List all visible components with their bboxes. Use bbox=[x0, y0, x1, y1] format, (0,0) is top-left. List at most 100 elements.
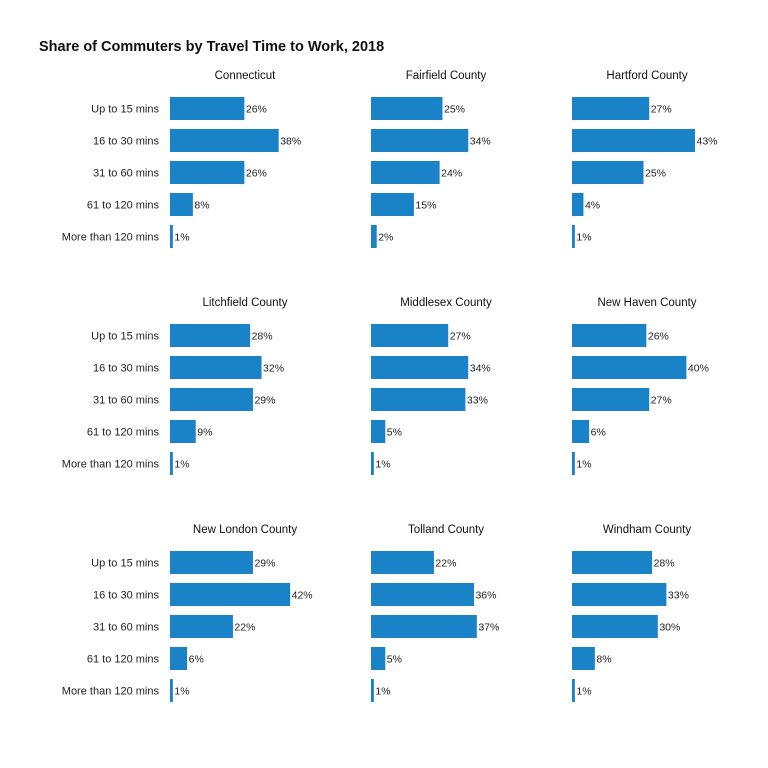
bar bbox=[371, 129, 469, 152]
bar bbox=[572, 97, 650, 120]
panel-hartford-county: Hartford County 27% 43% 25% 4% 1% bbox=[572, 70, 718, 248]
bar bbox=[170, 388, 253, 411]
bar bbox=[170, 452, 173, 475]
value-label: 40% bbox=[688, 363, 709, 375]
panel-litchfield-county: Litchfield County Up to 15 mins 28% 16 to 3… bbox=[62, 297, 288, 475]
bar bbox=[371, 388, 466, 411]
value-label: 1% bbox=[174, 686, 189, 698]
panel-title: Connecticut bbox=[215, 70, 277, 82]
panel-connecticut: Connecticut Up to 15 mins 26% 16 to 30 mins… bbox=[62, 70, 301, 248]
panel-title: Tolland County bbox=[408, 524, 484, 536]
category-label: 61 to 120 mins bbox=[87, 427, 160, 439]
value-label: 26% bbox=[246, 104, 267, 116]
panel-new-london-county: New London County Up to 15 mins 29% 16 to 3… bbox=[62, 524, 313, 702]
value-label: 25% bbox=[645, 168, 666, 180]
bar bbox=[371, 324, 449, 347]
bar bbox=[371, 452, 374, 475]
chart-title: Share of Commuters by Travel Time to Wor… bbox=[39, 39, 384, 55]
bar bbox=[371, 420, 386, 443]
value-label: 34% bbox=[470, 136, 491, 148]
bar bbox=[371, 647, 386, 670]
value-label: 30% bbox=[659, 622, 680, 634]
bar bbox=[572, 452, 575, 475]
value-label: 1% bbox=[375, 459, 390, 471]
value-label: 24% bbox=[441, 168, 462, 180]
panel-tolland-county: Tolland County 22% 36% 37% 5% 1% bbox=[371, 524, 499, 702]
value-label: 29% bbox=[254, 395, 275, 407]
bar bbox=[170, 193, 193, 216]
value-label: 6% bbox=[591, 427, 606, 439]
value-label: 26% bbox=[246, 168, 267, 180]
bar bbox=[572, 356, 687, 379]
bar bbox=[572, 647, 595, 670]
value-label: 38% bbox=[280, 136, 301, 148]
value-label: 36% bbox=[475, 590, 496, 602]
value-label: 34% bbox=[470, 363, 491, 375]
bar bbox=[170, 420, 196, 443]
category-label: 16 to 30 mins bbox=[93, 590, 160, 602]
value-label: 28% bbox=[654, 558, 675, 570]
bar bbox=[170, 356, 262, 379]
bar bbox=[572, 679, 575, 702]
bar bbox=[170, 161, 245, 184]
bar bbox=[170, 225, 173, 248]
bar bbox=[371, 356, 469, 379]
category-label: 16 to 30 mins bbox=[93, 363, 160, 375]
bar bbox=[371, 551, 434, 574]
value-label: 42% bbox=[292, 590, 313, 602]
value-label: 15% bbox=[415, 200, 436, 212]
value-label: 37% bbox=[478, 622, 499, 634]
category-label: Up to 15 mins bbox=[91, 331, 159, 343]
bar bbox=[371, 583, 474, 606]
bar bbox=[170, 615, 233, 638]
panel-title: Middlesex County bbox=[400, 297, 492, 309]
value-label: 27% bbox=[450, 331, 471, 343]
value-label: 8% bbox=[596, 654, 611, 666]
value-label: 6% bbox=[189, 654, 204, 666]
chart-panels: Connecticut Up to 15 mins 26% 16 to 30 mins… bbox=[62, 70, 718, 702]
value-label: 1% bbox=[576, 686, 591, 698]
panel-windham-county: Windham County 28% 33% 30% 8% 1% bbox=[572, 524, 691, 702]
value-label: 25% bbox=[444, 104, 465, 116]
bar bbox=[572, 129, 695, 152]
panel-title: Windham County bbox=[603, 524, 691, 536]
value-label: 32% bbox=[263, 363, 284, 375]
bar bbox=[371, 193, 414, 216]
bar bbox=[371, 615, 477, 638]
value-label: 33% bbox=[467, 395, 488, 407]
bar bbox=[572, 225, 575, 248]
value-label: 8% bbox=[194, 200, 209, 212]
value-label: 1% bbox=[576, 459, 591, 471]
bar bbox=[572, 583, 667, 606]
value-label: 27% bbox=[651, 395, 672, 407]
value-label: 5% bbox=[387, 427, 402, 439]
bar bbox=[572, 193, 584, 216]
panel-title: New London County bbox=[193, 524, 297, 536]
panel-fairfield-county: Fairfield County 25% 34% 24% 15% 2% bbox=[371, 70, 491, 248]
bar bbox=[170, 324, 251, 347]
category-label: 16 to 30 mins bbox=[93, 136, 160, 148]
value-label: 26% bbox=[648, 331, 669, 343]
category-label: Up to 15 mins bbox=[91, 558, 159, 570]
bar bbox=[170, 129, 279, 152]
value-label: 1% bbox=[375, 686, 390, 698]
category-label: More than 120 mins bbox=[62, 232, 160, 244]
panel-title: Litchfield County bbox=[202, 297, 287, 309]
bar bbox=[170, 97, 245, 120]
value-label: 22% bbox=[234, 622, 255, 634]
value-label: 29% bbox=[254, 558, 275, 570]
panel-new-haven-county: New Haven County 26% 40% 27% 6% 1% bbox=[572, 297, 709, 475]
bar bbox=[572, 551, 653, 574]
bar bbox=[371, 225, 377, 248]
bar bbox=[572, 420, 590, 443]
value-label: 28% bbox=[252, 331, 273, 343]
category-label: 31 to 60 mins bbox=[93, 622, 160, 634]
category-label: 31 to 60 mins bbox=[93, 168, 160, 180]
value-label: 1% bbox=[174, 232, 189, 244]
category-label: Up to 15 mins bbox=[91, 104, 159, 116]
bar bbox=[371, 679, 374, 702]
bar bbox=[170, 551, 253, 574]
value-label: 43% bbox=[697, 136, 718, 148]
category-label: More than 120 mins bbox=[62, 686, 160, 698]
